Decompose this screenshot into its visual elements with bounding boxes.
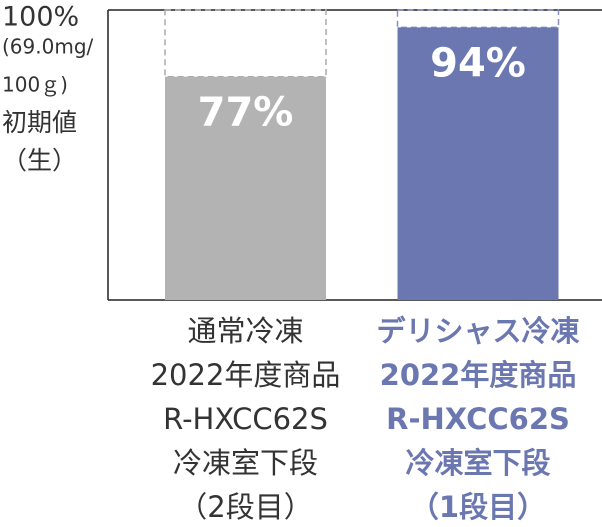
x-tick-label: 冷凍室下段	[173, 446, 318, 480]
y-tick-label: 100%	[2, 2, 79, 33]
y-axis-label: 100ｇ)	[2, 73, 68, 97]
x-tick-label: 2022年度商品	[151, 358, 341, 392]
bar	[165, 76, 326, 300]
x-tick-label: 2022年度商品	[380, 358, 577, 392]
bar-outline	[164, 9, 327, 78]
bar-outline	[396, 9, 560, 29]
data-label: 77%	[198, 90, 294, 136]
x-tick-label: 冷凍室下段	[405, 446, 550, 480]
x-tick-label: デリシャス冷凍	[376, 314, 579, 348]
y-axis-label: (69.0mg/	[2, 35, 94, 59]
x-tick-label: （2段目）	[178, 490, 312, 524]
x-tick-label: 通常冷凍	[187, 314, 303, 348]
x-tick-label: （1段目）	[410, 490, 546, 524]
x-tick-label: R-HXCC62S	[163, 402, 328, 436]
x-tick-label: R-HXCC62S	[386, 402, 570, 436]
y-axis-label: （生）	[2, 146, 77, 175]
data-label: 94%	[430, 40, 526, 86]
bar	[397, 27, 559, 301]
y-axis-label: 初期値	[2, 108, 77, 137]
